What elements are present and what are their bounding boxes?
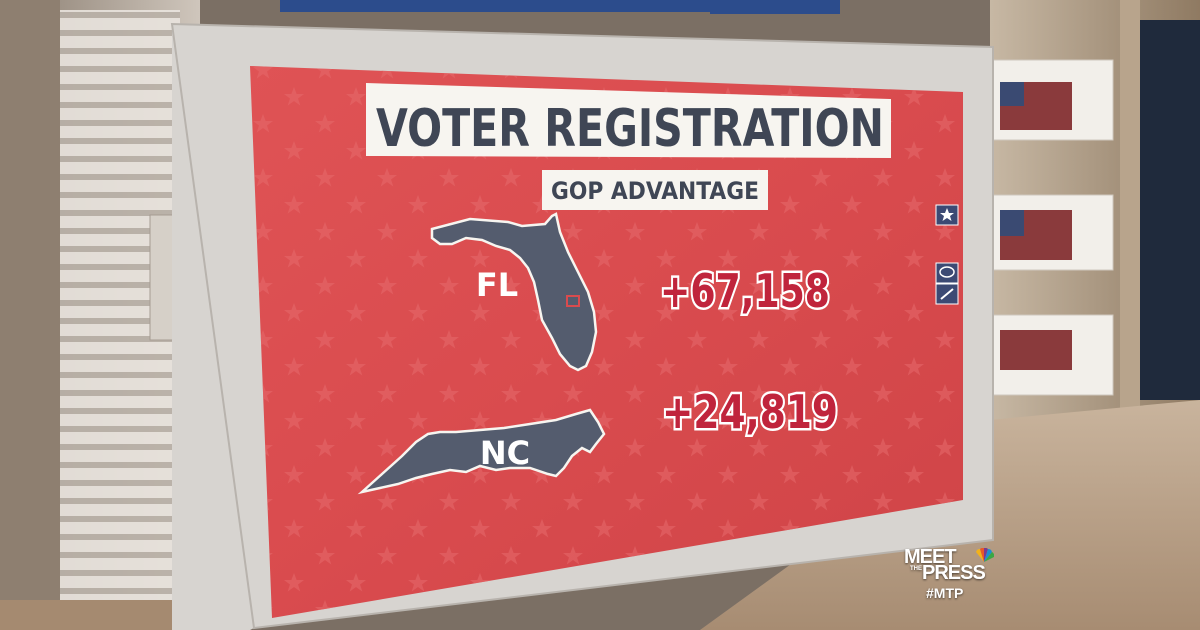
nc-label: NC <box>480 434 530 472</box>
fl-value: +67,158 <box>660 264 830 318</box>
logo-hashtag: #MTP <box>926 585 964 601</box>
fl-value-group: +67,158 <box>658 262 833 321</box>
nc-value-group: +24,819 <box>660 383 841 442</box>
chat-bubble-icon[interactable] <box>935 262 959 284</box>
title-text: VOTER REGISTRATION <box>376 99 884 159</box>
nc-value: +24,819 <box>662 385 838 439</box>
north-carolina-map <box>357 408 606 495</box>
fl-label: FL <box>476 266 518 304</box>
title-box <box>366 83 891 158</box>
peacock-icon <box>976 548 994 562</box>
meet-the-press-logo: MEET THE PRESS #MTP <box>904 546 1004 616</box>
logo-press: PRESS <box>922 562 986 584</box>
logo-meet: MEET <box>904 546 957 568</box>
subtitle-text: GOP ADVANTAGE <box>551 177 759 205</box>
logo-the: THE <box>910 566 922 572</box>
subtitle-box <box>542 170 768 210</box>
florida-map <box>430 212 598 372</box>
pen-icon[interactable] <box>935 283 959 305</box>
star-icon[interactable] <box>935 204 959 226</box>
